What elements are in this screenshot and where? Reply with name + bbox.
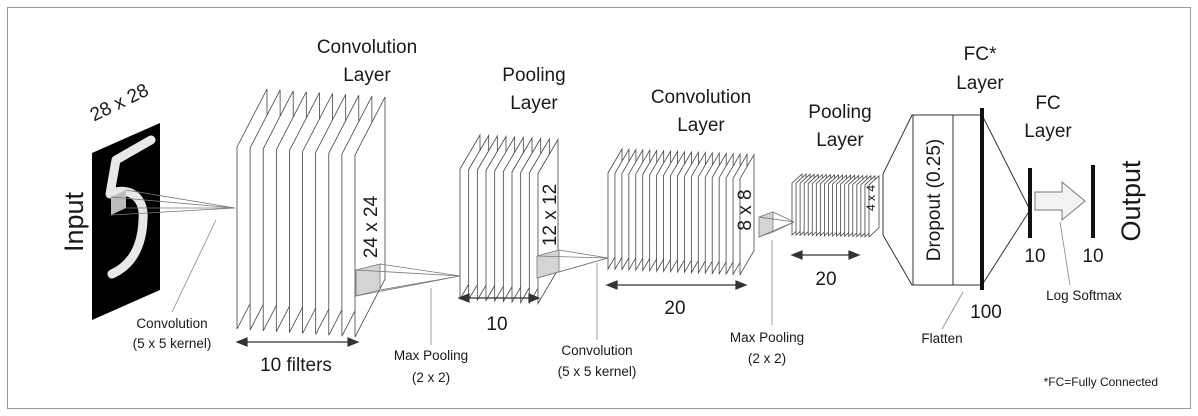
pool1-op-line2: (2 x 2) [412, 370, 450, 385]
fc1-units-label: 100 [970, 302, 1002, 323]
conv1-op-line1: Convolution [136, 316, 207, 331]
softmax-pointer [1059, 221, 1071, 286]
conv1-op-line2: (5 x 5 kernel) [133, 336, 212, 351]
conv2-title-line2: Layer [677, 115, 725, 136]
softmax-label: Log Softmax [1046, 288, 1122, 303]
pool1-op-line1: Max Pooling [394, 348, 468, 363]
conv1-op-pointer [171, 219, 217, 313]
input-label: Input [59, 191, 89, 252]
conv2-feature-map-stack [607, 147, 755, 277]
conv1-title-line2: Layer [343, 65, 391, 86]
fc2-title-line1: FC [1035, 93, 1060, 114]
pool2-op-line2: (2 x 2) [748, 351, 786, 366]
dropout-label: Dropout (0.25) [924, 139, 945, 262]
pool2-feature-map-stack [791, 173, 880, 238]
pool2-op-line1: Max Pooling [730, 330, 804, 345]
pool1-size-label: 12 x 12 [540, 184, 561, 246]
flatten-pointer [941, 291, 964, 330]
conv2-op-line2: (5 x 5 kernel) [558, 364, 637, 379]
pool2-depth-arrow [790, 250, 861, 260]
pool1-depth-label: 10 [486, 314, 507, 335]
output-units-label: 10 [1082, 246, 1103, 267]
fc1-title-line1: FC* [964, 44, 997, 65]
conv2-to-pool2-kernel [758, 211, 795, 238]
conv1-size-label: 24 x 24 [361, 195, 382, 258]
conv2-depth-label: 20 [664, 298, 685, 319]
pool2-title-line1: Pooling [808, 102, 871, 123]
input-digit-image [105, 135, 156, 279]
footnote: *FC=Fully Connected [1044, 375, 1158, 389]
pool1-title-line1: Pooling [502, 65, 565, 86]
pool2-feature-map-sheet [868, 175, 880, 238]
fc2-title-line2: Layer [1024, 121, 1072, 142]
fc2-units-label: 10 [1024, 246, 1045, 267]
conv1-to-pool1-kernel [355, 263, 461, 297]
conv1-title-line1: Convolution [317, 37, 417, 58]
input-receptive-field [111, 190, 126, 215]
conv1-depth-arrow [235, 337, 360, 347]
conv2-op-line1: Convolution [561, 343, 632, 358]
conv2-depth-arrow [605, 280, 748, 290]
pool2-title-line2: Layer [816, 130, 864, 151]
conv1-feature-map-stack [236, 88, 386, 338]
pool1-title-line2: Layer [510, 93, 558, 114]
pool2-size-label: 4 x 4 [864, 185, 878, 211]
pool2-depth-label: 20 [815, 269, 836, 290]
conv2-size-label: 8 x 8 [735, 189, 756, 230]
conv2-title-line1: Convolution [651, 87, 751, 108]
flatten-label: Flatten [921, 331, 962, 346]
fc1-title-line2: Layer [956, 73, 1004, 94]
pool1-depth-arrow [457, 293, 541, 303]
conv1-projection-lines [110, 189, 236, 216]
pool1-to-conv2-kernel [536, 249, 609, 279]
dropout-box [912, 114, 954, 286]
conv1-depth-label: 10 filters [260, 355, 332, 376]
conv2-feature-map-sheet [739, 153, 755, 277]
output-label: Output [1116, 160, 1146, 242]
softmax-arrow [1034, 180, 1086, 222]
